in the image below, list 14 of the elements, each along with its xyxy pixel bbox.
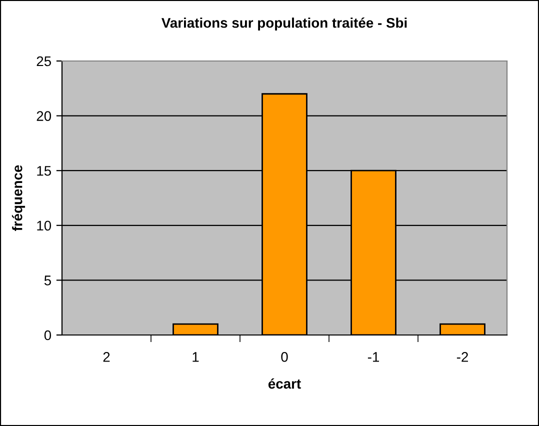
x-tick-label: 0 (281, 352, 288, 362)
x-tick-label: -1 (368, 352, 379, 362)
x-tick-label: -2 (456, 352, 468, 362)
chart-title: Variations sur population traitée - Sbi (162, 17, 407, 31)
x-tick-label: 1 (192, 352, 199, 362)
y-axis-title: fréquence (12, 165, 26, 231)
y-tick-label: 10 (37, 220, 52, 231)
y-tick-label: 5 (44, 276, 51, 286)
y-tick-label: 25 (36, 56, 52, 66)
y-tick-label: 15 (37, 166, 52, 176)
y-tick-label: 0 (44, 330, 52, 340)
x-tick-label: 2 (103, 352, 110, 362)
x-axis-title: écart (268, 378, 301, 389)
y-tick-label: 20 (36, 111, 52, 121)
